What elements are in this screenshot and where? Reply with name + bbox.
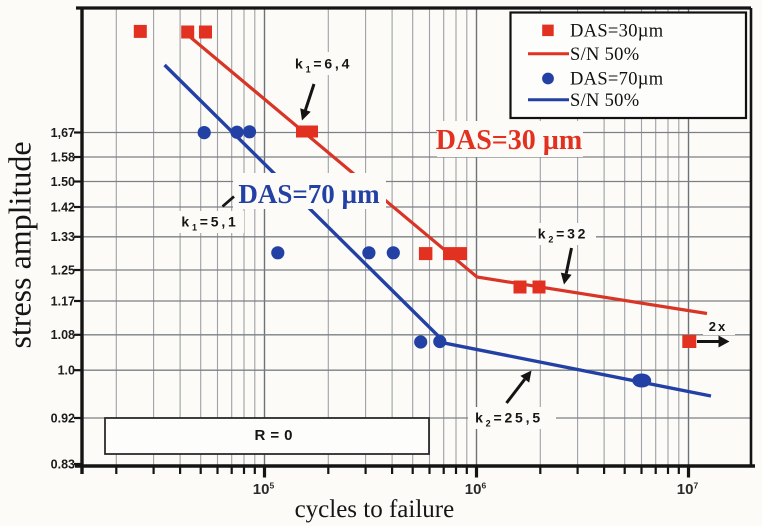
svg-text:S/N 50%: S/N 50% <box>570 91 639 111</box>
svg-text:1.25: 1.25 <box>51 263 75 277</box>
svg-text:R=0: R=0 <box>255 427 298 444</box>
svg-text:106: 106 <box>465 481 487 499</box>
svg-text:1.33: 1.33 <box>51 230 75 244</box>
svg-text:stress amplitude: stress amplitude <box>2 141 38 348</box>
svg-text:0.92: 0.92 <box>51 411 75 425</box>
svg-text:cycles to failure: cycles to failure <box>295 496 455 523</box>
svg-text:2x: 2x <box>709 319 727 334</box>
svg-text:105: 105 <box>253 481 275 499</box>
svg-text:S/N 50%: S/N 50% <box>570 45 639 65</box>
svg-text:DAS=70µm: DAS=70µm <box>570 70 664 90</box>
svg-text:DAS=70 µm: DAS=70 µm <box>238 179 380 209</box>
svg-text:107: 107 <box>677 481 699 499</box>
svg-text:1,67: 1,67 <box>51 126 75 140</box>
svg-text:DAS=30µm: DAS=30µm <box>570 22 664 42</box>
svg-text:1.58: 1.58 <box>51 150 75 164</box>
svg-text:1.50: 1.50 <box>51 175 75 189</box>
svg-text:1.08: 1.08 <box>51 328 75 342</box>
svg-text:0.83: 0.83 <box>51 457 75 471</box>
svg-text:DAS=30 µm: DAS=30 µm <box>436 125 582 156</box>
svg-text:1.17: 1.17 <box>51 294 75 308</box>
svg-text:1.42: 1.42 <box>51 200 75 214</box>
svg-text:1.0: 1.0 <box>58 364 75 378</box>
